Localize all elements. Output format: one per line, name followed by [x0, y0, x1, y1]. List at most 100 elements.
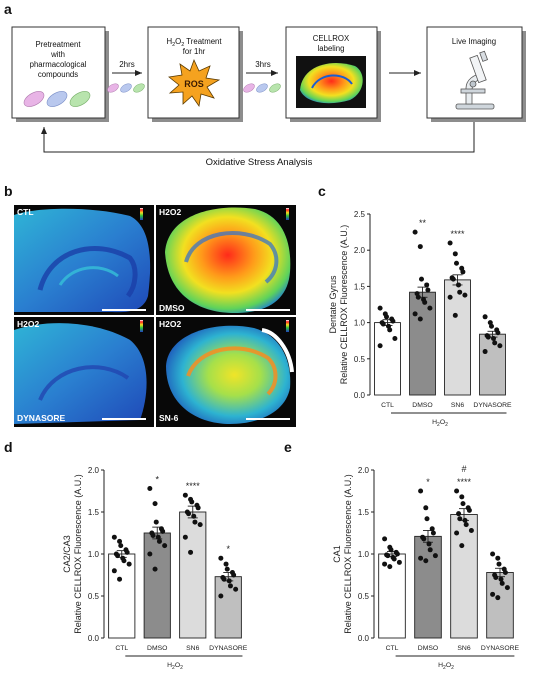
- significance-marker: ****: [186, 481, 201, 491]
- significance-marker: **: [419, 218, 427, 228]
- group-label: H2O2: [167, 662, 183, 671]
- step1-line3: pharmacological: [30, 60, 87, 69]
- pill-icon: [133, 83, 145, 93]
- data-point: [417, 244, 423, 250]
- panel-label-d: d: [4, 439, 13, 455]
- tissue-slice: [166, 325, 291, 424]
- y-tick-label: 0.5: [354, 355, 366, 364]
- y-tick-label: 1.5: [88, 508, 100, 517]
- data-point: [427, 305, 433, 311]
- data-point: [160, 528, 166, 534]
- data-point: [499, 580, 505, 586]
- thumbnail-hippocampus: [311, 74, 353, 89]
- data-point: [118, 543, 124, 549]
- data-point: [415, 294, 421, 300]
- significance-marker-secondary: #: [461, 464, 466, 474]
- data-point: [387, 564, 393, 570]
- microscope-eyepiece: [479, 50, 489, 62]
- step1-line1: Pretreatment: [35, 40, 81, 49]
- image-dynasore: H2O2 DYNASORE: [14, 317, 154, 427]
- microscope-stage: [460, 88, 486, 94]
- significance-marker: ****: [450, 229, 465, 239]
- data-point: [152, 501, 158, 507]
- data-point: [182, 492, 188, 498]
- data-point: [152, 566, 158, 572]
- data-point: [195, 505, 201, 511]
- significance-marker: *: [426, 477, 430, 487]
- bar-sn6: [179, 511, 207, 639]
- data-point: [492, 340, 498, 346]
- bar-ctl: [378, 553, 406, 639]
- data-point: [493, 575, 499, 581]
- data-point: [223, 561, 229, 567]
- data-point: [218, 593, 224, 599]
- category-label: DYNASORE: [209, 645, 248, 652]
- data-point: [423, 558, 429, 564]
- category-label: DMSO: [147, 645, 167, 652]
- data-point: [459, 543, 465, 549]
- data-point: [396, 559, 402, 565]
- category-label: SN6: [186, 645, 199, 652]
- data-point: [117, 576, 123, 582]
- data-point: [457, 289, 463, 295]
- microscope-tube: [469, 54, 487, 84]
- step3-line2: labeling: [318, 44, 345, 53]
- data-point: [191, 513, 197, 519]
- image-label: CTL: [17, 207, 34, 217]
- color-scale: [286, 320, 289, 332]
- data-point: [485, 334, 491, 340]
- data-point: [126, 561, 132, 567]
- category-label: DYNASORE: [473, 402, 512, 409]
- y-tick-label: 2.5: [354, 210, 366, 219]
- data-point: [495, 555, 501, 561]
- data-point: [454, 260, 459, 266]
- y-tick-label: 1.0: [88, 550, 100, 559]
- data-point: [482, 314, 488, 320]
- data-point: [496, 561, 502, 567]
- data-point: [227, 583, 233, 589]
- y-tick-label: 2.0: [88, 466, 100, 475]
- data-point: [424, 282, 430, 288]
- data-point: [424, 516, 430, 522]
- data-point: [192, 519, 198, 525]
- y-axis-label: Relative CELLROX Fluorescence (A.U.): [343, 474, 353, 634]
- panel-label-c: c: [318, 183, 326, 199]
- step4-box: [426, 26, 523, 119]
- hippocampal-layer: [37, 246, 138, 298]
- arrow2-label: 3hrs: [255, 60, 271, 69]
- bar-ctl: [108, 553, 136, 639]
- y-tick-label: 2.0: [354, 246, 366, 255]
- data-point: [412, 229, 418, 235]
- data-point: [429, 526, 435, 532]
- image-label: H2O2: [159, 207, 181, 217]
- data-point: [218, 555, 224, 561]
- panel-label-b: b: [4, 183, 13, 199]
- data-point: [189, 499, 195, 505]
- data-point: [162, 543, 168, 549]
- chart-e: 0.0 0.5 1.0 1.5 2.0 CA1 Relative CELLROX Fluor…: [332, 464, 520, 671]
- data-point: [221, 576, 227, 582]
- y-tick-label: 0.0: [88, 634, 100, 643]
- color-scale: [286, 208, 289, 220]
- ros-burst-icon: [168, 58, 221, 108]
- significance-marker: ****: [457, 477, 472, 487]
- region-label: CA1: [332, 545, 342, 563]
- data-point: [456, 282, 461, 288]
- tissue-slice: [14, 208, 151, 313]
- data-point: [150, 533, 156, 539]
- image-sn6: H2O2 SN-6: [156, 317, 296, 427]
- image-label-2: SN-6: [159, 413, 179, 423]
- data-point: [450, 276, 456, 282]
- data-point: [117, 538, 123, 544]
- data-point: [115, 553, 121, 559]
- data-point: [460, 501, 466, 507]
- data-point: [153, 519, 159, 525]
- image-label: H2O2: [159, 319, 181, 329]
- image-label: H2O2: [17, 319, 39, 329]
- data-point: [382, 536, 388, 542]
- pill-icon: [243, 83, 255, 93]
- data-point: [388, 547, 394, 553]
- data-point: [124, 549, 130, 555]
- feedback-label: Oxidative Stress Analysis: [206, 157, 313, 168]
